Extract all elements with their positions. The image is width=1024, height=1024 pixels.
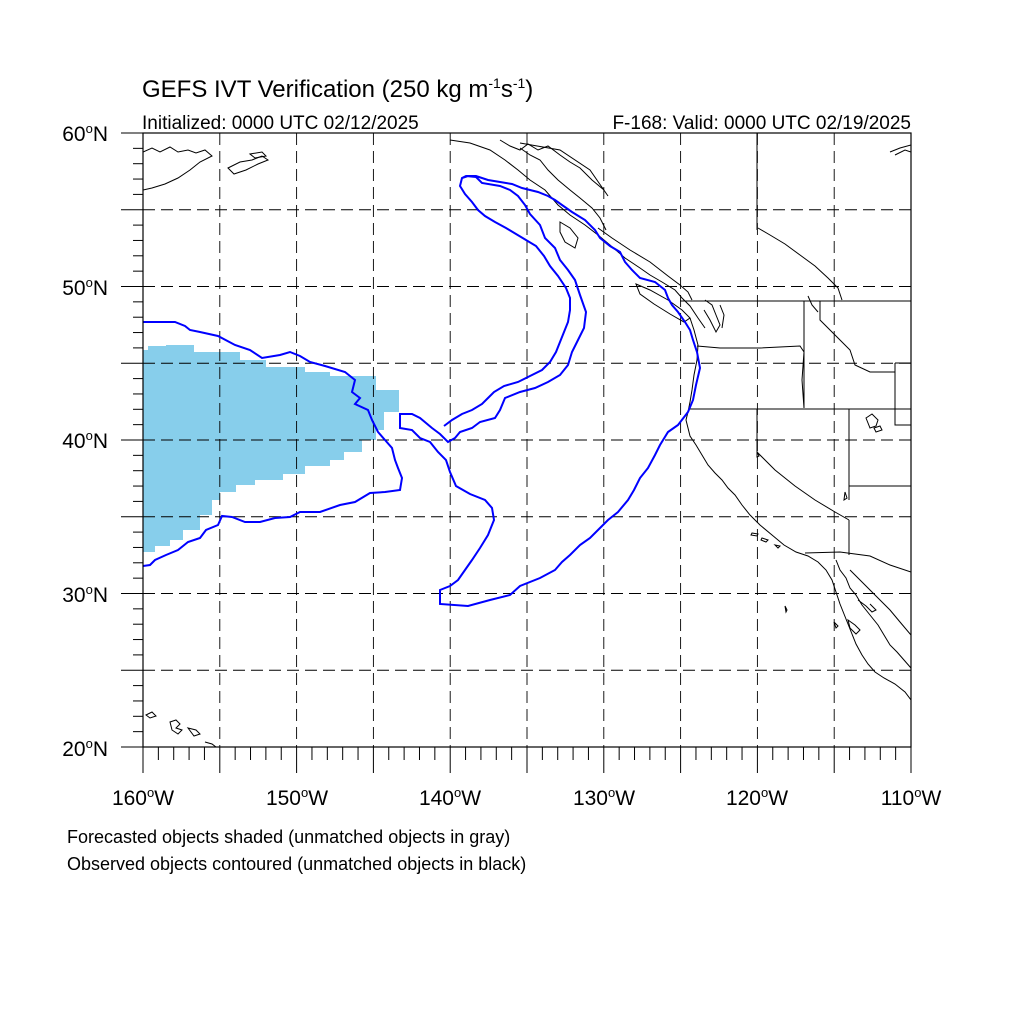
longitude-labels: 160oW 150oW 140oW 130oW 120oW 110oW <box>112 785 942 810</box>
lat-label-20n: 20oN <box>62 736 108 761</box>
footnote-forecast: Forecasted objects shaded (unmatched obj… <box>67 827 510 847</box>
observed-contour-east <box>399 174 702 608</box>
lat-label-50n: 50oN <box>62 275 108 300</box>
map-panel <box>121 132 912 773</box>
lon-label-120w: 120oW <box>726 785 788 810</box>
latitude-labels: 60oN 50oN 40oN 30oN 20oN <box>62 121 108 761</box>
footnote-observed: Observed objects contoured (unmatched ob… <box>67 854 526 874</box>
observed-contour-west <box>143 321 404 567</box>
lon-label-160w: 160oW <box>112 785 174 810</box>
figure-title: GEFS IVT Verification (250 kg m-1s-1) <box>142 75 533 103</box>
lat-label-40n: 40oN <box>62 428 108 453</box>
valid-time-label: F-168: Valid: 0000 UTC 02/19/2025 <box>612 113 911 134</box>
forecast-object-shading <box>143 345 399 552</box>
axis-ticks <box>121 132 912 773</box>
lon-label-140w: 140oW <box>419 785 481 810</box>
lat-lon-grid <box>143 133 911 747</box>
lat-label-30n: 30oN <box>62 582 108 607</box>
observed-object-contours <box>143 174 702 608</box>
lon-label-150w: 150oW <box>266 785 328 810</box>
init-time-label: Initialized: 0000 UTC 02/12/2025 <box>142 113 419 134</box>
lon-label-110w: 110oW <box>881 785 942 810</box>
political-boundaries <box>519 133 911 573</box>
lat-label-60n: 60oN <box>62 121 108 146</box>
lon-label-130w: 130oW <box>573 785 635 810</box>
